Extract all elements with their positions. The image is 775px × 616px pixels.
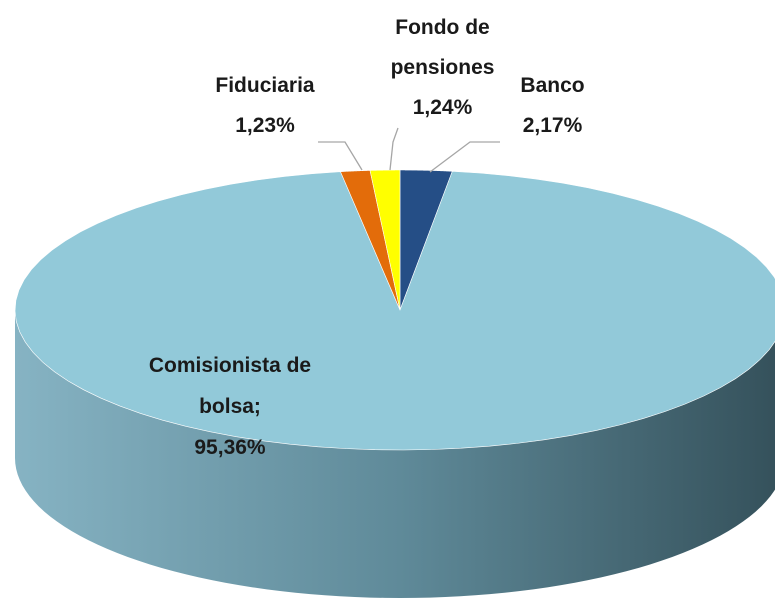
- category-label: Fondo de pensiones: [390, 16, 495, 79]
- leader-line: [318, 141, 363, 171]
- slice-side: [15, 310, 775, 598]
- leader-line: [389, 127, 399, 171]
- leader-lines: [318, 127, 500, 173]
- slice: [369, 169, 401, 311]
- slice: [340, 170, 401, 311]
- pie-tops: [14, 169, 775, 451]
- slice-label: Fiduciaria 1,23%: [195, 66, 335, 146]
- value-label: 95,36%: [194, 436, 266, 459]
- category-label: Comisionista de bolsa;: [148, 354, 312, 418]
- leader-line: [429, 141, 500, 173]
- slice-label: Comisionista de bolsa; 95,36%: [130, 345, 330, 468]
- pie-sides: [15, 310, 775, 598]
- value-label: 2,17%: [522, 114, 583, 137]
- value-label: 1,24%: [412, 96, 473, 119]
- slice-label: Banco 2,17%: [500, 66, 605, 146]
- value-label: 1,23%: [235, 114, 295, 137]
- category-label: Fiduciaria: [215, 74, 315, 97]
- category-label: Banco: [520, 74, 585, 97]
- slice: [14, 170, 775, 451]
- slice-label: Fondo de pensiones 1,24%: [380, 8, 505, 128]
